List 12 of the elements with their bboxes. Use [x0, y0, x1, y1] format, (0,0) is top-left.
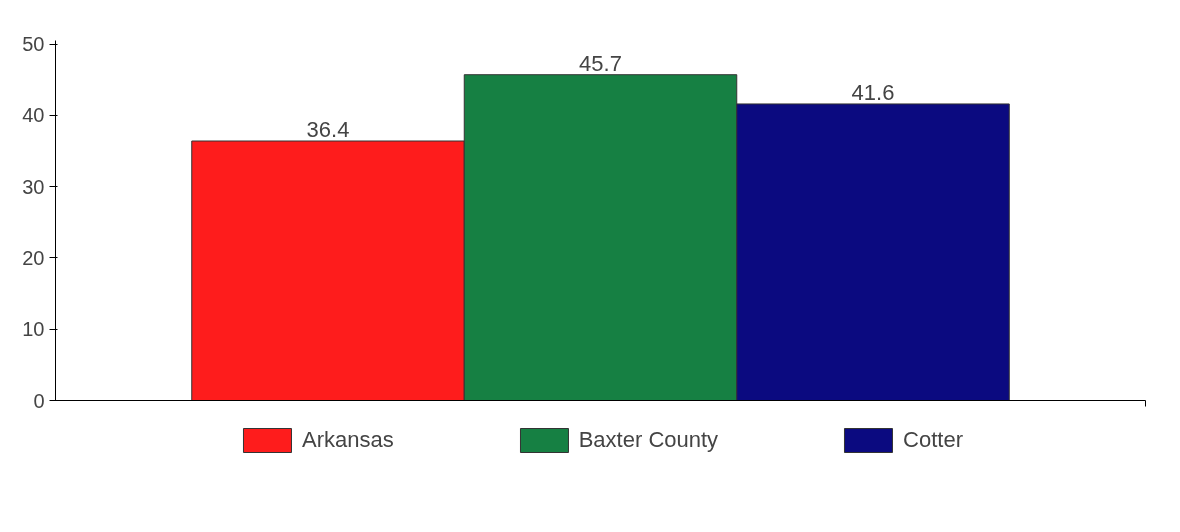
y-tick-label: 10	[22, 318, 45, 341]
y-tick-label: 20	[22, 246, 45, 269]
y-tick-label: 0	[33, 389, 45, 412]
y-tick-label: 30	[22, 175, 45, 198]
legend-label: Cotter	[903, 427, 964, 453]
data-label: 45.7	[579, 50, 622, 76]
legend-label: Baxter County	[578, 427, 719, 453]
data-label: 36.4	[306, 117, 350, 143]
legend-label: Arkansas	[301, 427, 394, 453]
data-label: 41.6	[851, 79, 895, 105]
y-tick-label: 50	[22, 33, 45, 56]
y-tick-label: 40	[22, 104, 45, 127]
